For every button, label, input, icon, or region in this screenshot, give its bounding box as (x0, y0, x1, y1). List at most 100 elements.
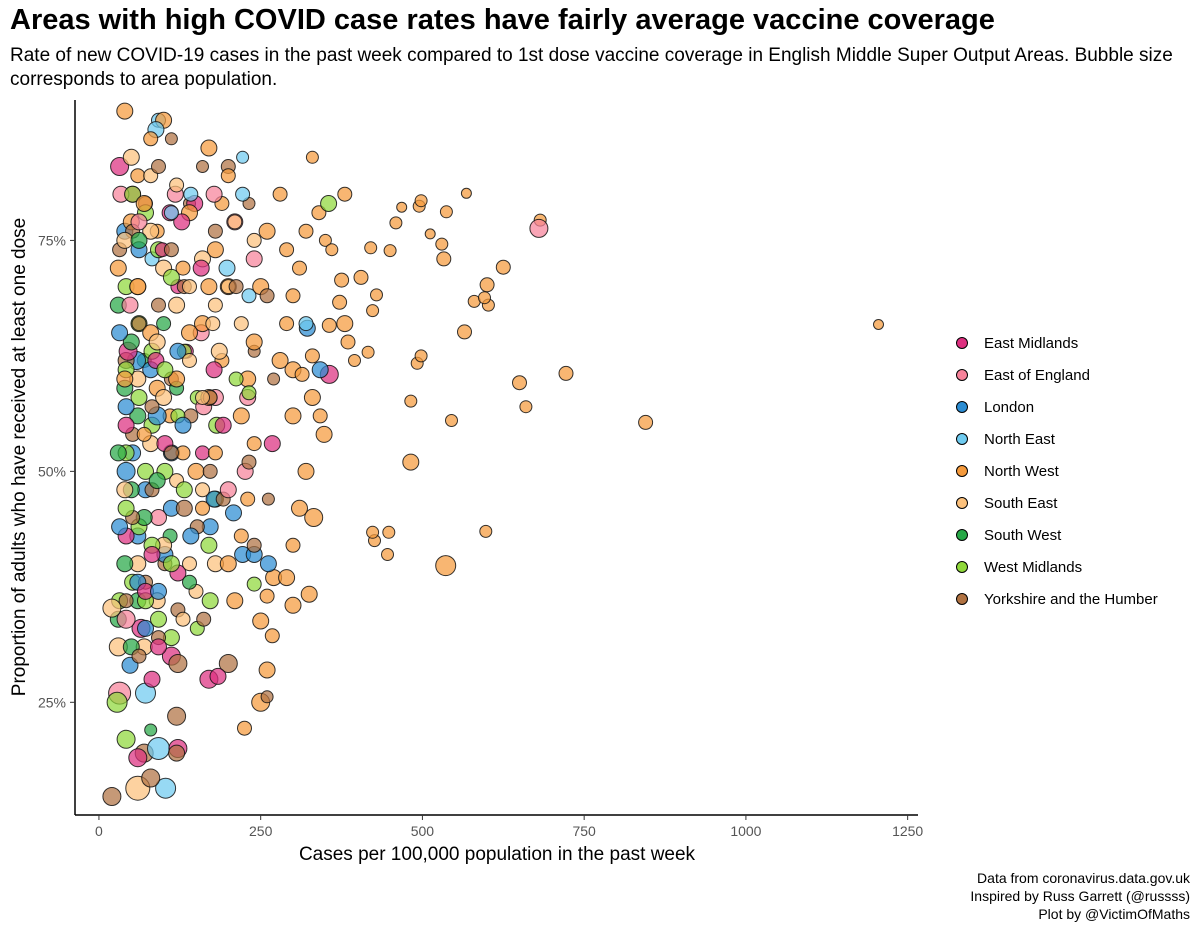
data-point-west-midlands-22 (175, 481, 193, 499)
data-point-north-west-14 (436, 251, 452, 267)
data-point-north-west-38 (325, 243, 339, 257)
data-point-west-midlands-6 (124, 185, 142, 203)
data-point-north-west-69 (233, 528, 249, 544)
data-point-north-west-67 (246, 436, 262, 452)
data-point-yorkshire-and-the-humber-34 (175, 499, 193, 517)
data-point-south-west-12 (144, 723, 158, 737)
chart-title: Areas with high COVID case rates have fa… (10, 4, 995, 36)
data-point-london-2 (111, 324, 129, 342)
data-point-north-west-57 (252, 612, 270, 630)
data-point-west-midlands-9 (162, 268, 180, 286)
data-point-south-east-0 (102, 598, 122, 618)
data-point-yorkshire-and-the-humber-7 (260, 690, 274, 704)
data-point-north-west-8 (478, 291, 491, 305)
data-point-north-west-12 (457, 324, 472, 340)
data-point-north-west-70 (219, 555, 237, 573)
data-point-north-west-37 (334, 272, 350, 288)
data-point-north-west-82 (187, 462, 205, 480)
data-point-east-midlands-3 (173, 213, 191, 231)
source-credits: Data from coronavirus.data.gov.uk Inspir… (970, 869, 1190, 923)
data-point-london-29 (311, 361, 329, 379)
data-point-north-west-35 (348, 354, 361, 367)
data-point-east-midlands-14 (195, 445, 210, 461)
data-point-west-midlands-0 (106, 691, 128, 713)
data-point-north-west-48 (284, 407, 302, 425)
data-point-yorkshire-and-the-humber-0 (102, 787, 122, 806)
legend-item-east-of-england: East of England (956, 359, 1158, 391)
data-point-south-west-13 (156, 316, 172, 332)
data-point-north-west-94 (135, 195, 153, 212)
data-point-south-east-16 (182, 353, 197, 368)
data-point-west-midlands-20 (137, 462, 154, 480)
data-point-north-west-68 (240, 491, 256, 507)
x-tick-label-250: 250 (249, 823, 273, 839)
data-point-north-west-43 (292, 260, 307, 276)
legend-item-east-midlands: East Midlands (956, 327, 1158, 359)
data-point-north-west-53 (284, 596, 302, 614)
data-point-north-west-108 (304, 348, 320, 364)
data-point-north-west-29 (361, 345, 375, 359)
data-point-yorkshire-and-the-humber-21 (163, 242, 179, 258)
data-point-london-8 (174, 416, 192, 434)
data-point-south-east-15 (155, 389, 173, 406)
data-point-yorkshire-and-the-humber-11 (259, 288, 275, 304)
data-point-yorkshire-and-the-humber-3 (167, 706, 187, 726)
data-point-north-west-60 (237, 720, 252, 736)
y-tick-label-1: 50% (38, 463, 66, 479)
data-point-south-east-10 (207, 297, 223, 313)
data-point-north-west-114 (271, 352, 289, 369)
data-point-north-east-7 (298, 316, 314, 332)
data-point-north-west-16 (439, 205, 453, 219)
data-point-east-midlands-19 (143, 546, 161, 563)
data-point-south-east-7 (168, 296, 186, 314)
legend-item-yorkshire-and-the-humber: Yorkshire and the Humber (956, 583, 1158, 615)
x-tick-label-500: 500 (411, 823, 435, 839)
data-point-north-west-52 (278, 569, 296, 587)
data-point-north-west-66 (232, 407, 250, 425)
data-point-north-west-115 (304, 508, 324, 527)
data-point-north-west-2 (558, 365, 574, 381)
data-point-east-of-england-11 (219, 481, 237, 499)
data-point-north-west-58 (264, 628, 280, 644)
data-point-east-midlands-15 (214, 416, 232, 434)
data-point-north-west-41 (305, 150, 319, 164)
data-point-north-west-49 (297, 462, 315, 480)
legend-label-yorkshire-and-the-humber: Yorkshire and the Humber (984, 590, 1158, 608)
data-point-london-24 (137, 619, 154, 637)
data-point-yorkshire-and-the-humber-42 (196, 611, 212, 627)
data-point-north-west-61 (272, 186, 288, 202)
data-point-north-west-34 (340, 334, 356, 350)
data-point-east-of-england-5 (245, 250, 263, 268)
data-point-south-west-17 (182, 574, 197, 590)
data-point-north-west-71 (226, 592, 244, 610)
data-point-east-midlands-12 (117, 416, 135, 434)
data-point-west-midlands-36 (241, 385, 257, 401)
data-point-yorkshire-and-the-humber-46 (228, 279, 244, 295)
data-point-north-west-116 (435, 555, 457, 577)
y-axis-title: Proportion of adults who have received a… (9, 218, 30, 696)
data-point-yorkshire-and-the-humber-48 (267, 372, 281, 386)
data-point-north-west-81 (207, 445, 223, 461)
data-point-yorkshire-and-the-humber-44 (131, 648, 147, 664)
data-point-north-west-103 (337, 186, 353, 202)
data-point-north-west-83 (195, 500, 210, 516)
data-point-east-midlands-22 (150, 638, 167, 656)
data-point-north-west-0 (873, 319, 884, 330)
data-point-yorkshire-and-the-humber-1 (141, 768, 161, 788)
data-point-yorkshire-and-the-humber-40 (118, 593, 134, 609)
data-point-south-east-8 (182, 279, 197, 295)
data-point-london-12 (111, 518, 129, 536)
data-point-west-midlands-35 (228, 371, 244, 387)
data-point-yorkshire-and-the-humber-47 (207, 223, 223, 239)
data-point-north-west-56 (259, 588, 275, 604)
data-point-north-west-64 (245, 333, 263, 351)
data-point-north-west-25 (389, 216, 403, 230)
data-point-yorkshire-and-the-humber-24 (131, 316, 147, 332)
legend-label-south-east: South East (984, 494, 1058, 512)
data-point-north-west-59 (258, 661, 276, 679)
data-point-north-west-96 (129, 278, 147, 296)
data-point-west-midlands-29 (150, 610, 167, 628)
legend-key-south-east (956, 497, 968, 509)
data-point-north-west-77 (200, 278, 218, 296)
legend-key-yorkshire-and-the-humber (956, 593, 968, 605)
